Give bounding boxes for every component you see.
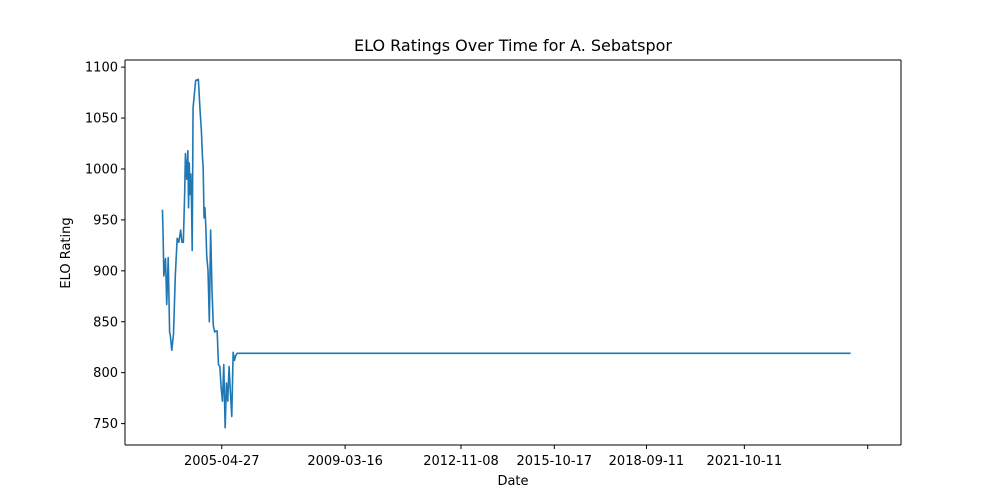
plot-area — [125, 60, 901, 445]
y-tick-label: 800 — [93, 366, 118, 381]
x-tick-label: 2005-04-27 — [184, 454, 260, 469]
x-tick-label: 2018-09-11 — [609, 454, 685, 469]
axes — [124, 59, 902, 446]
y-tick-label: 850 — [93, 315, 118, 330]
series-line-0 — [161, 78, 851, 429]
y-axis-label: ELO Rating — [59, 217, 74, 288]
chart-title: ELO Ratings Over Time for A. Sebatspor — [354, 36, 672, 55]
y-tick-label: 1050 — [85, 112, 118, 127]
y-axis-ticks: 750 800 850 900 950 1000 1050 1100 — [85, 61, 125, 432]
series-layer — [161, 78, 851, 429]
y-tick-label: 900 — [93, 264, 118, 279]
x-tick-label: 2015-10-17 — [517, 454, 593, 469]
x-axis-label: Date — [497, 474, 528, 489]
y-tick-label: 1000 — [85, 162, 118, 177]
y-tick-label: 950 — [93, 213, 118, 228]
x-tick-label: 2021-10-11 — [707, 454, 783, 469]
y-tick-label: 1100 — [85, 61, 118, 76]
x-tick-label: 2009-03-16 — [307, 454, 383, 469]
x-axis-ticks: 2005-04-27 2009-03-16 2012-11-08 2015-10-17… — [184, 445, 869, 469]
y-tick-label: 750 — [93, 417, 118, 432]
x-tick-label: 2012-11-08 — [423, 454, 499, 469]
